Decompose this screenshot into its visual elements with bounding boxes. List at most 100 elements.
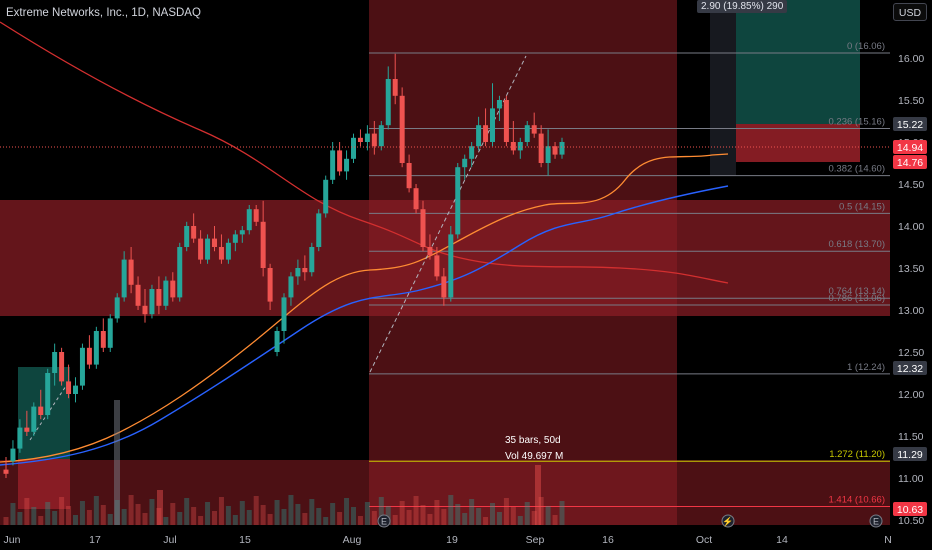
price-badge xyxy=(893,447,927,461)
volume-bar xyxy=(149,499,155,525)
volume-bar xyxy=(79,501,85,525)
candle-body xyxy=(128,259,134,285)
earnings-marker: E xyxy=(381,517,387,527)
volume-bar xyxy=(225,506,231,525)
fib-label: 1 (12.24) xyxy=(847,362,885,373)
candle-body xyxy=(253,209,259,222)
candle-body xyxy=(399,95,405,163)
time-tick: 14 xyxy=(776,534,788,546)
volume-bar xyxy=(427,514,433,525)
candle-body xyxy=(545,146,551,163)
volume-bar xyxy=(503,498,509,525)
candle-body xyxy=(281,297,287,331)
fib-label: 0 (16.06) xyxy=(847,41,885,52)
price-badge xyxy=(893,117,927,131)
candle-body xyxy=(517,142,523,151)
volume-bar xyxy=(420,505,426,525)
volume-bar xyxy=(462,513,468,525)
volume-bar xyxy=(413,496,419,525)
volume-bar xyxy=(246,510,252,525)
volume-bar xyxy=(455,504,461,525)
candle-body xyxy=(260,221,266,268)
volume-bar xyxy=(351,507,356,525)
candle-body xyxy=(427,247,433,256)
volume-bar xyxy=(10,503,16,525)
candle-body xyxy=(413,188,419,210)
fib-label: 0.5 (14.15) xyxy=(839,201,885,212)
earnings-marker-future-bg xyxy=(869,514,883,528)
volume-bar xyxy=(24,498,30,525)
volume-bar xyxy=(17,512,23,525)
volume-bar xyxy=(93,496,99,525)
volume-bar xyxy=(52,511,58,525)
candle-body xyxy=(205,238,211,260)
volume-bar xyxy=(371,511,377,525)
range-volume-label: Vol 49.697 M xyxy=(505,451,563,462)
candle-body xyxy=(191,226,197,239)
volume-bar xyxy=(184,498,190,525)
dividend-marker-bg xyxy=(721,514,735,528)
candle-body xyxy=(66,381,72,394)
indicator-lines xyxy=(0,21,729,466)
time-tick: Oct xyxy=(696,534,712,546)
volume-bar xyxy=(302,513,308,525)
candle-body xyxy=(378,125,384,147)
time-tick: 17 xyxy=(89,534,101,546)
candle-body xyxy=(302,268,308,273)
ema-20-line xyxy=(0,153,729,463)
price-badge xyxy=(893,140,927,154)
earnings-marker-future: E xyxy=(873,517,879,527)
candle-body xyxy=(448,234,454,298)
fib-label: 0.618 (13.70) xyxy=(828,239,885,250)
candle-body xyxy=(364,133,370,142)
fib-label: 0.236 (15.16) xyxy=(828,117,885,128)
candle-body xyxy=(344,158,350,172)
candle-body xyxy=(385,79,391,126)
volume-bar xyxy=(559,501,565,525)
candle-body xyxy=(149,289,155,315)
volume-bar xyxy=(476,508,482,525)
candle-body xyxy=(510,142,516,151)
volume-bar xyxy=(448,495,454,525)
volume-spike xyxy=(157,490,163,525)
fib-label: 1.414 (10.66) xyxy=(828,495,885,506)
volume-bar xyxy=(267,514,273,525)
volume-bar xyxy=(385,506,391,525)
currency-button[interactable]: USD xyxy=(893,3,927,21)
candle-body xyxy=(142,305,148,315)
candle-body xyxy=(38,406,44,415)
candle-body xyxy=(455,167,461,235)
volume-bar xyxy=(288,495,294,525)
price-tick: 13.00 xyxy=(898,305,924,317)
volume-spike xyxy=(114,400,120,525)
price-tick: 12.00 xyxy=(898,389,924,401)
volume-bar xyxy=(517,516,523,525)
volume-bar xyxy=(510,507,516,525)
volume-bar xyxy=(399,501,405,525)
candle-body xyxy=(212,238,217,247)
price-tick: 14.50 xyxy=(898,179,924,191)
candle-body xyxy=(59,352,65,382)
candle-body xyxy=(323,179,329,214)
fib-label: 0.764 (13.14) xyxy=(828,286,885,297)
candle-body xyxy=(135,284,141,306)
candle-body xyxy=(93,331,99,365)
candle-body xyxy=(45,373,51,415)
candle-body xyxy=(295,268,301,277)
volume-bar xyxy=(170,503,176,525)
price-tick: 15.50 xyxy=(898,95,924,107)
volume-bar xyxy=(198,516,204,525)
candle-body xyxy=(17,427,23,449)
volume-bar xyxy=(274,500,280,525)
candle-body xyxy=(107,318,113,348)
candle-body xyxy=(52,352,58,373)
candle-body xyxy=(531,125,537,134)
candle-body xyxy=(163,280,169,306)
long-target-zone xyxy=(736,0,860,124)
volume-bar xyxy=(364,502,370,525)
volume-bar xyxy=(545,506,551,525)
zone-layer xyxy=(0,0,890,525)
candle-body xyxy=(476,125,482,147)
